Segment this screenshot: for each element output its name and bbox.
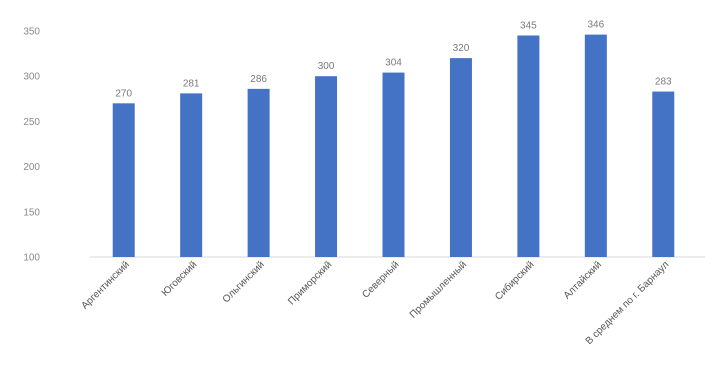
y-tick-label: 200 bbox=[23, 162, 40, 173]
data-label: 345 bbox=[520, 21, 537, 32]
bar bbox=[449, 58, 472, 258]
y-tick-label: 100 bbox=[23, 253, 40, 264]
category-label: Северный bbox=[360, 259, 401, 300]
y-tick-label: 250 bbox=[23, 117, 40, 128]
data-label: 281 bbox=[183, 78, 200, 89]
data-label: 270 bbox=[115, 88, 132, 99]
category-label: Алтайский bbox=[562, 259, 604, 301]
bar bbox=[180, 93, 203, 257]
category-label: Юговский bbox=[160, 259, 199, 298]
data-label: 346 bbox=[587, 20, 604, 31]
category-label: Приморский bbox=[286, 259, 334, 307]
category-label: Промышленный bbox=[408, 259, 469, 320]
data-label: 283 bbox=[655, 77, 672, 88]
category-label: Аргентинский bbox=[80, 259, 132, 311]
category-label: Ольгинский bbox=[221, 259, 267, 305]
y-tick-label: 150 bbox=[23, 207, 40, 218]
data-label: 300 bbox=[318, 61, 335, 72]
bar bbox=[247, 88, 270, 257]
data-label: 286 bbox=[250, 74, 267, 85]
y-tick-label: 300 bbox=[23, 72, 40, 83]
bar bbox=[315, 76, 338, 257]
category-label: Сибирский bbox=[493, 259, 537, 303]
data-label: 320 bbox=[453, 43, 470, 54]
bar bbox=[517, 35, 540, 257]
y-tick-label: 350 bbox=[23, 27, 40, 38]
bar bbox=[382, 72, 405, 257]
data-label: 304 bbox=[385, 58, 402, 69]
bar bbox=[112, 103, 135, 257]
bar bbox=[584, 34, 607, 258]
bar bbox=[652, 91, 675, 258]
